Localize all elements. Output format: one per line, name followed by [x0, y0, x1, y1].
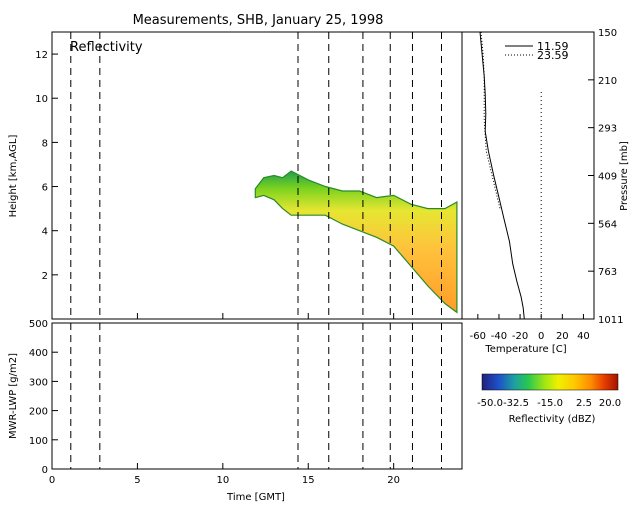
height-tick-label: 8 [42, 138, 48, 149]
time-tick-label: 10 [216, 475, 229, 486]
echo-region [254, 170, 458, 314]
lwp-tick-label: 100 [29, 436, 48, 447]
pressure-tick-label: 1011 [598, 315, 623, 326]
temperature-axis-label: Temperature [C] [484, 344, 566, 355]
time-tick-label: 20 [387, 475, 400, 486]
y-axis-label: Height [km,AGL] [8, 135, 19, 218]
colorbar-tick-label: -50.0 [477, 398, 503, 409]
reflectivity-echo [254, 170, 458, 314]
chart-title: Measurements, SHB, January 25, 1998 [133, 13, 384, 28]
lwp-plot-frame [51, 322, 463, 470]
colorbar-tick-label: -15.0 [537, 398, 563, 409]
colorbar-label: Reflectivity (dBZ) [509, 414, 596, 425]
pressure-tick-label: 409 [598, 172, 617, 183]
legend-label-1: 11.59 [537, 40, 569, 53]
pressure-tick-label: 293 [598, 124, 617, 135]
pressure-tick-label: 763 [598, 267, 617, 278]
lwp-time-markers [70, 323, 442, 469]
lwp-tick-label: 400 [29, 348, 48, 359]
height-tick-label: 10 [35, 94, 48, 105]
temperature-profiles [479, 31, 542, 320]
legend: 11.59 23.59 [505, 40, 569, 62]
colorbar-tick-label: 2.5 [576, 398, 592, 409]
lwp-tick-label: 300 [29, 377, 48, 388]
temperature-profile-1 [479, 31, 525, 320]
time-tick-label: 5 [134, 475, 140, 486]
temperature-tick-label: 20 [556, 331, 569, 342]
pressure-axis-label: Pressure [mb] [619, 141, 630, 211]
height-tick-label: 2 [42, 271, 48, 282]
time-markers [70, 32, 442, 319]
panel-label: Reflectivity [70, 40, 143, 55]
lwp-tick-label: 500 [29, 319, 48, 330]
time-tick-label: 0 [49, 475, 55, 486]
pressure-tick-label: 210 [598, 76, 617, 87]
lwp-tick-label: 0 [42, 465, 48, 476]
temperature-tick-label: -40 [491, 331, 507, 342]
reflectivity-plot-frame [51, 31, 463, 320]
legend-label-2: 23.59 [537, 49, 569, 62]
lwp-tick-label: 200 [29, 407, 48, 418]
time-tick-label: 15 [302, 475, 315, 486]
colorbar-tick-label: 20.0 [599, 398, 621, 409]
colorbar-tick-labels: -50.0 -32.5 -15.0 2.5 20.0 [477, 398, 621, 409]
pressure-axis: 150 210 293 409 564 763 1011 [588, 28, 623, 326]
pressure-tick-label: 564 [598, 219, 617, 230]
temperature-axis: -60 -40 -20 0 20 40 [470, 314, 590, 342]
height-tick-label: 12 [35, 50, 48, 61]
time-axis: 0 5 10 15 20 [49, 313, 400, 486]
height-axis: 2 4 6 8 10 12 [35, 50, 58, 282]
colorbar-tick-label: -32.5 [503, 398, 529, 409]
height-tick-label: 4 [42, 227, 48, 238]
lwp-y-axis-label: MWR-LWP [g/m2] [8, 353, 19, 439]
x-axis-label: Time [GMT] [226, 492, 285, 503]
pressure-tick-label: 150 [598, 28, 617, 39]
temperature-tick-label: 40 [577, 331, 590, 342]
reflectivity-colorbar [481, 373, 619, 391]
temperature-tick-label: -60 [470, 331, 486, 342]
temperature-tick-label: 0 [538, 331, 544, 342]
temperature-profile-2 [480, 31, 501, 209]
lwp-axis: 0 100 200 300 400 500 [29, 319, 58, 476]
height-tick-label: 6 [42, 183, 48, 194]
temperature-tick-label: -20 [512, 331, 528, 342]
temperature-plot-frame [461, 31, 595, 320]
